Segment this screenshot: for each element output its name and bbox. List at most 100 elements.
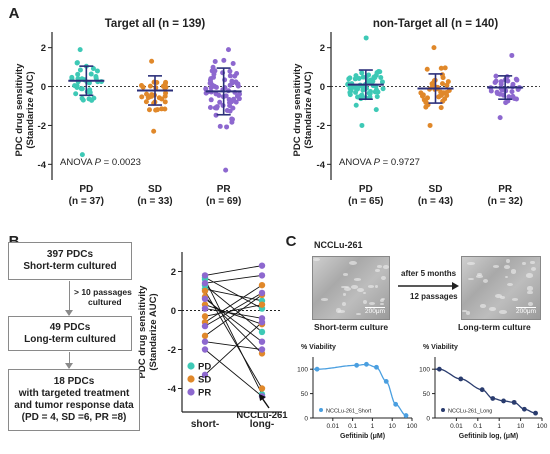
a1-point-pr (225, 47, 231, 53)
b-ylabel-line1: PDC drug sensitivity (137, 285, 148, 379)
a2-ylabel-line1: PDC drug sensitivity (292, 63, 303, 157)
panel-label-c: C (286, 233, 297, 250)
c-transition-arrowhead (452, 282, 459, 290)
c4-ytick-label: 50 (301, 391, 309, 398)
c4-fit-curve (313, 363, 407, 417)
cell-speck (500, 295, 506, 300)
b-legend-swatch-sd (187, 375, 195, 383)
a1-point-sd (163, 79, 169, 85)
c4-xtick-label: 100 (407, 423, 418, 430)
c4-xtick-label: 0.1 (348, 423, 357, 430)
c4-ylabel: % Viability (301, 344, 336, 351)
a1-point-sd (145, 95, 151, 101)
a2-point-sd (438, 89, 444, 95)
cell-speck (467, 262, 475, 265)
a1-point-pr (227, 68, 233, 74)
b-annotation-arrow (261, 397, 270, 409)
a1-point-pd (88, 71, 94, 77)
flow-note-line2: cultured (88, 297, 122, 307)
cell-speck (380, 298, 385, 301)
b-point-short-pr (201, 295, 209, 302)
a1-ylabel-line1: PDC drug sensitivity (14, 63, 25, 157)
cell-speck (367, 285, 374, 288)
cell-speck (504, 275, 508, 279)
flow-box-targeted-line1: 18 PDCs (53, 376, 95, 387)
cell-speck (342, 273, 348, 276)
cell-speck (527, 290, 533, 295)
flow-note-line1: > 10 passages (74, 287, 132, 297)
cell-speck (530, 267, 536, 272)
cell-speck (510, 269, 517, 274)
cell-speck (376, 264, 382, 268)
a1-point-pr (216, 92, 222, 98)
flow-box-long-term-line1: 49 PDCs (49, 321, 91, 333)
a1-point-pr (208, 97, 214, 103)
a1-point-pr (221, 57, 227, 63)
c5-ytick-label: 50 (423, 391, 431, 398)
b-legend-label-pr: PR (198, 388, 211, 399)
cell-line-label: NCCLu-261 (314, 240, 363, 250)
flow-box-targeted-line2: with targeted treatment (18, 388, 130, 399)
a1-category-pd: PD (79, 184, 93, 195)
a2-point-pd (373, 107, 379, 113)
a2-category-n-sd: (n = 43) (418, 196, 453, 207)
b-legend-label-pd: PD (198, 362, 211, 373)
b-legend-label-sd: SD (198, 375, 211, 386)
b-pair-line (204, 274, 263, 284)
a1-point-pr (229, 119, 235, 125)
transition-line2: 12 passages (410, 292, 458, 301)
cell-speck (335, 308, 342, 314)
a2-point-pd (360, 74, 366, 80)
b-pair-line (204, 308, 263, 319)
a1-point-pr (229, 99, 235, 105)
a2-point-sd (424, 95, 430, 101)
b-pair-line (204, 304, 263, 317)
a2-point-sd (438, 65, 444, 71)
b-point-long-sd (258, 301, 266, 308)
b-point-long-sd (258, 281, 266, 289)
a1-point-pd (87, 87, 93, 93)
a2-point-pd (378, 74, 384, 80)
a2-point-pr (513, 76, 519, 82)
cell-speck (506, 258, 510, 263)
cell-speck (525, 273, 534, 278)
flow-box-long-term-line2: Long-term cultured (24, 333, 116, 345)
a1-point-pd (90, 66, 96, 72)
b-point-long-pr (258, 338, 266, 345)
scale-bar-short: 200μm (364, 307, 385, 315)
a1-point-pd (89, 97, 95, 103)
c4-xtick-label: 1 (371, 423, 375, 430)
a1-point-pr (223, 167, 229, 173)
flow-box-long-term: 49 PDCs Long-term cultured (8, 316, 132, 351)
a1-point-pd (93, 75, 99, 81)
cell-speck (511, 298, 519, 301)
c5-xtick-label: 0.01 (450, 423, 463, 430)
a1-point-pr (214, 104, 220, 110)
a1-point-pr (217, 99, 223, 105)
cell-speck (379, 298, 385, 302)
c5-xtick-label: 0.1 (473, 423, 482, 430)
flow-box-targeted-line4: (PD = 4, SD =6, PR =8) (21, 412, 127, 423)
b-ytick-label: -2 (168, 345, 176, 356)
cell-speck (477, 273, 482, 277)
a2-point-pd (353, 102, 359, 108)
panel-label-b: B (9, 233, 20, 250)
b-point-long-pr (258, 346, 266, 353)
cell-speck (462, 309, 467, 312)
cell-speck (380, 276, 386, 281)
flow-box-targeted: 18 PDCs with targeted treatment and tumo… (8, 369, 140, 431)
a1-ylabel-line2: (Standarize AUC) (25, 71, 36, 148)
b-point-short-pr (201, 338, 209, 345)
flow-arrow-1 (65, 281, 73, 316)
a2-ytick-label: -4 (317, 160, 326, 171)
a2-point-pd (380, 86, 386, 92)
a1-point-sd (149, 92, 155, 98)
a1-point-pr (227, 103, 233, 109)
a2-category-sd: SD (429, 184, 443, 195)
scale-bar-long: 200μm (515, 307, 536, 315)
a2-point-sd (424, 66, 430, 72)
a2-point-sd (423, 99, 429, 105)
a2-point-pd (367, 94, 373, 100)
a1-point-pr (212, 59, 218, 65)
a1-category-n-sd: (n = 33) (137, 196, 172, 207)
